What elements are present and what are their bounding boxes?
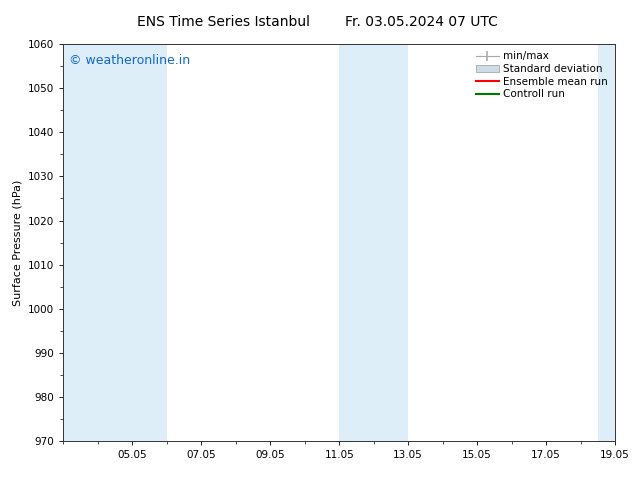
- Bar: [63, 44, 98, 441]
- Bar: [98, 44, 167, 441]
- Text: ENS Time Series Istanbul        Fr. 03.05.2024 07 UTC: ENS Time Series Istanbul Fr. 03.05.2024 …: [136, 15, 498, 29]
- Text: © weatheronline.in: © weatheronline.in: [69, 54, 190, 67]
- Bar: [339, 44, 373, 441]
- Y-axis label: Surface Pressure (hPa): Surface Pressure (hPa): [13, 179, 23, 306]
- Bar: [598, 44, 615, 441]
- Legend: min/max, Standard deviation, Ensemble mean run, Controll run: min/max, Standard deviation, Ensemble me…: [474, 49, 610, 101]
- Bar: [373, 44, 408, 441]
